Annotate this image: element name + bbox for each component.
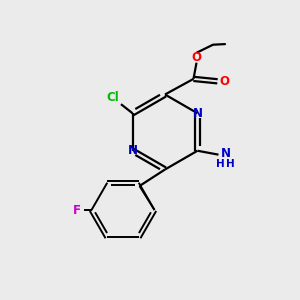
Text: O: O [219, 75, 229, 88]
Text: N: N [128, 144, 137, 157]
Text: H: H [216, 159, 225, 169]
Text: N: N [220, 147, 230, 160]
Text: F: F [73, 203, 81, 217]
Text: N: N [193, 107, 202, 120]
Text: O: O [191, 51, 202, 64]
Text: H: H [226, 159, 235, 169]
Text: Cl: Cl [106, 91, 119, 104]
